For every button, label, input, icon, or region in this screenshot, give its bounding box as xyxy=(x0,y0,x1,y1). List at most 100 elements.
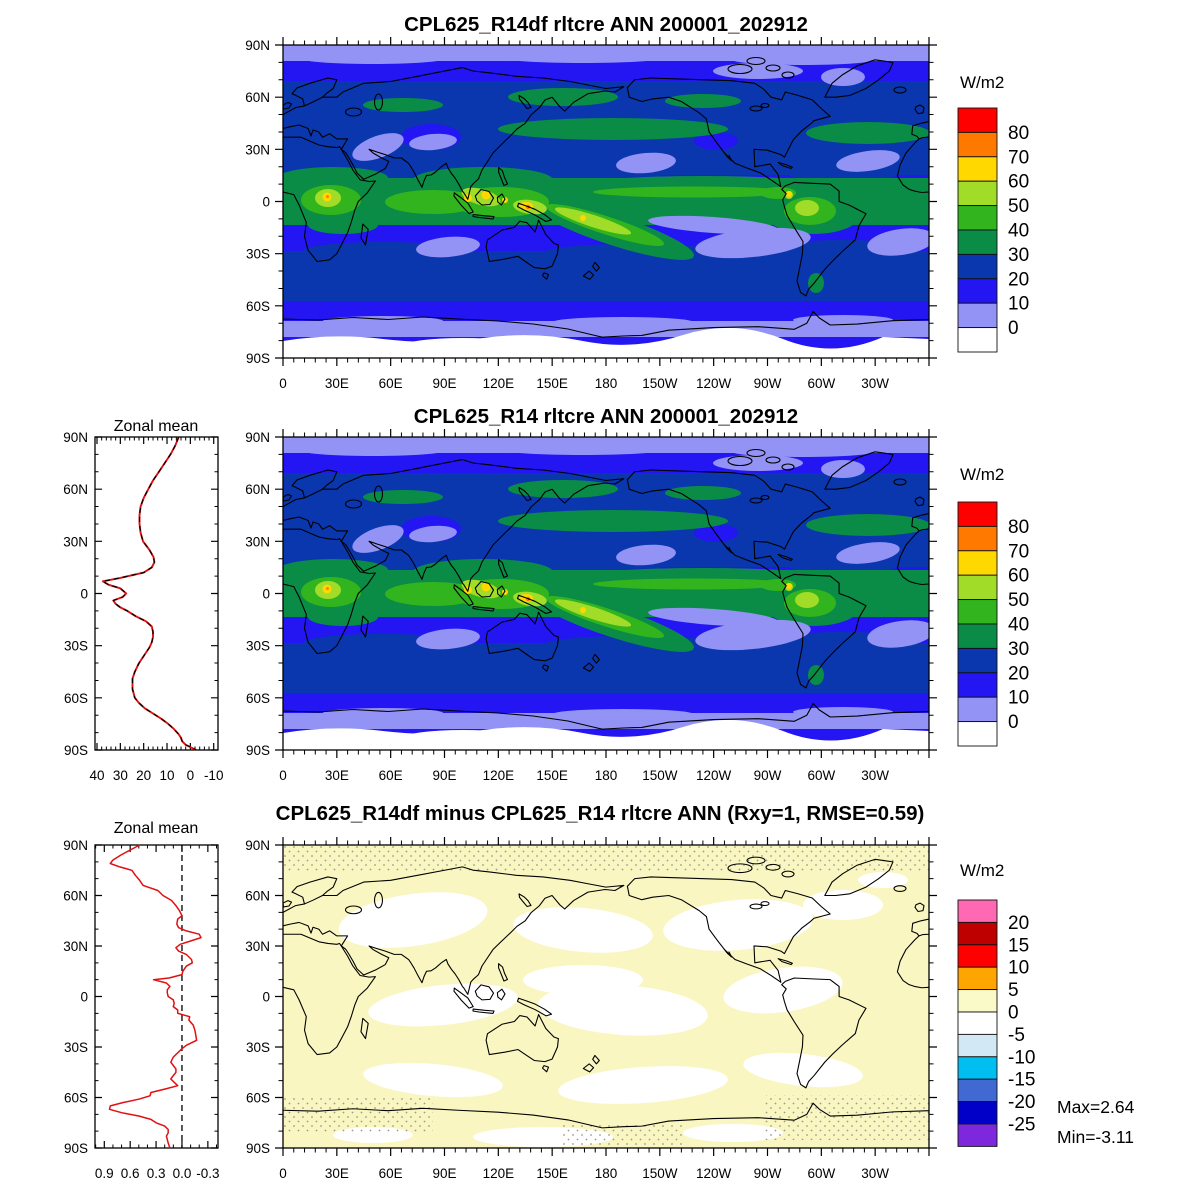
lon-tick-label: 90E xyxy=(432,768,456,783)
minor-ticks xyxy=(278,432,934,755)
panel-2: CPL625_R14 rltcre ANN 200001_202912 Zona… xyxy=(63,405,1029,783)
lon-tick-label: 150E xyxy=(536,768,568,783)
min-stat-label: Min=-3.11 xyxy=(1057,1127,1134,1147)
lat-tick-label: 60S xyxy=(246,1091,270,1106)
colorbar-cell xyxy=(957,550,998,576)
colorbar-cell xyxy=(957,574,998,601)
panel-1-map xyxy=(273,45,936,358)
lat-tick-label: 60N xyxy=(245,889,270,904)
lon-tick-label: 90W xyxy=(754,376,782,391)
zonal-lat-tick-label: 90N xyxy=(63,838,88,853)
lon-tick-label: 30W xyxy=(861,768,889,783)
colorbar-label: -10 xyxy=(1008,1047,1035,1068)
lon-tick-label: 90E xyxy=(432,1166,456,1181)
colorbar-label: 70 xyxy=(1008,541,1029,562)
zonal-lat-tick-label: 60S xyxy=(64,1091,88,1106)
colorbar-label: 50 xyxy=(1008,196,1029,217)
colorbar-label: 0 xyxy=(1008,318,1019,339)
lat-tick-label: 90N xyxy=(245,430,270,445)
zonal-x-tick-label: 20 xyxy=(136,768,151,783)
lat-tick-label: 60S xyxy=(246,691,270,706)
lon-tick-label: 60W xyxy=(807,1166,835,1181)
colorbar-cell xyxy=(957,672,998,698)
colorbar-label: 10 xyxy=(1008,294,1029,315)
zonal-x-tick-label: 0.9 xyxy=(95,1166,114,1181)
lat-tick-label: 30S xyxy=(246,247,270,262)
lon-tick-label: 180 xyxy=(595,768,618,783)
lat-tick-label: 0 xyxy=(262,587,270,602)
colorbar-cell xyxy=(957,229,998,255)
colorbar-cell xyxy=(957,1101,998,1125)
colorbar-label: -25 xyxy=(1008,1115,1035,1136)
colorbar-label: 40 xyxy=(1008,221,1029,242)
zonal-lat-tick-label: 30N xyxy=(63,939,88,954)
colorbar-label: 80 xyxy=(1008,517,1029,538)
lat-tick-label: 60N xyxy=(245,90,270,105)
panel-3-zonal-title: Zonal mean xyxy=(114,820,199,837)
colorbar-label: 10 xyxy=(1008,688,1029,709)
colorbar-cell xyxy=(957,921,998,946)
lat-tick-label: 0 xyxy=(262,195,270,210)
colorbar-cell xyxy=(957,623,998,649)
lon-tick-label: 60W xyxy=(807,768,835,783)
lon-tick-label: 60E xyxy=(379,768,403,783)
zonal-x-tick-label: 0 xyxy=(187,768,195,783)
panel-3-title: CPL625_R14df minus CPL625_R14 rltcre ANN… xyxy=(276,802,925,825)
zonal-major-ticks xyxy=(95,436,218,751)
colorbar-label: 15 xyxy=(1008,935,1029,956)
colorbar-label: 60 xyxy=(1008,172,1029,193)
zonal-x-tick-label: 0.6 xyxy=(121,1166,140,1181)
colorbar-cell xyxy=(957,696,998,723)
panel-1-units-label: W/m2 xyxy=(960,73,1004,92)
lon-tick-label: 30E xyxy=(325,376,349,391)
max-stat-label: Max=2.64 xyxy=(1057,1097,1135,1117)
zonal-lat-tick-label: 30S xyxy=(64,639,88,654)
zonal-lat-tick-label: 60N xyxy=(63,482,88,497)
zonal-lat-tick-label: 0 xyxy=(80,990,88,1005)
colorbar-label: 0 xyxy=(1008,1003,1019,1024)
zonal-x-tick-label: 40 xyxy=(89,768,104,783)
zonal-x-tick-label: 0.0 xyxy=(173,1166,192,1181)
panel-1: CPL625_R14df rltcre ANN 200001_202912 0 3… xyxy=(245,13,1029,391)
colorbar-cell xyxy=(957,1056,998,1080)
colorbar-cell xyxy=(957,721,998,747)
lat-tick-label: 60S xyxy=(246,299,270,314)
lon-tick-label: 150W xyxy=(642,1166,678,1181)
lon-tick-label: 0 xyxy=(279,1166,287,1181)
colorbar-cell xyxy=(957,599,998,625)
colorbar-label: 20 xyxy=(1008,663,1029,684)
colorbar-cell xyxy=(957,1011,998,1035)
colorbar-cell xyxy=(957,180,998,207)
lon-tick-label: 60E xyxy=(379,1166,403,1181)
colorbar-label: 70 xyxy=(1008,147,1029,168)
zonal-mean-curve-black-dashed xyxy=(102,436,197,751)
zonal-lat-tick-label: 60S xyxy=(64,691,88,706)
panel-3: CPL625_R14df minus CPL625_R14 rltcre ANN… xyxy=(63,802,1134,1181)
colorbar-label: 80 xyxy=(1008,123,1029,144)
lon-tick-label: 120W xyxy=(696,1166,732,1181)
zonal-minor-ticks xyxy=(95,845,218,1148)
panel-3-zonal-plot: 0.9 0.6 0.3 0.0 -0.3 90N 60N 30N 0 30S 60S 90S xyxy=(63,838,219,1181)
lat-tick-label: 30S xyxy=(246,639,270,654)
panel-1-axes: 0 30E 60E 90E 120E 150E 180 150W 120W 90W 60W 30W 90… xyxy=(245,37,937,391)
lon-tick-label: 180 xyxy=(595,1166,618,1181)
colorbar-cell xyxy=(957,899,998,923)
lon-tick-label: 180 xyxy=(595,376,618,391)
lon-tick-label: 60E xyxy=(379,376,403,391)
minor-ticks xyxy=(278,40,934,363)
zonal-frame xyxy=(94,436,219,751)
colorbar-cell xyxy=(957,1078,998,1103)
lon-tick-label: 120E xyxy=(483,768,515,783)
zonal-x-tick-label: 10 xyxy=(160,768,175,783)
zonal-minor-ticks xyxy=(95,437,218,750)
colorbar-label: 0 xyxy=(1008,712,1019,733)
lon-tick-label: 150W xyxy=(642,376,678,391)
lat-tick-label: 0 xyxy=(262,990,270,1005)
lon-tick-label: 90W xyxy=(754,768,782,783)
colorbar-cell xyxy=(957,525,998,552)
lon-tick-label: 120E xyxy=(483,376,515,391)
zonal-x-tick-label: 0.3 xyxy=(147,1166,166,1181)
colorbar-cell xyxy=(957,302,998,329)
